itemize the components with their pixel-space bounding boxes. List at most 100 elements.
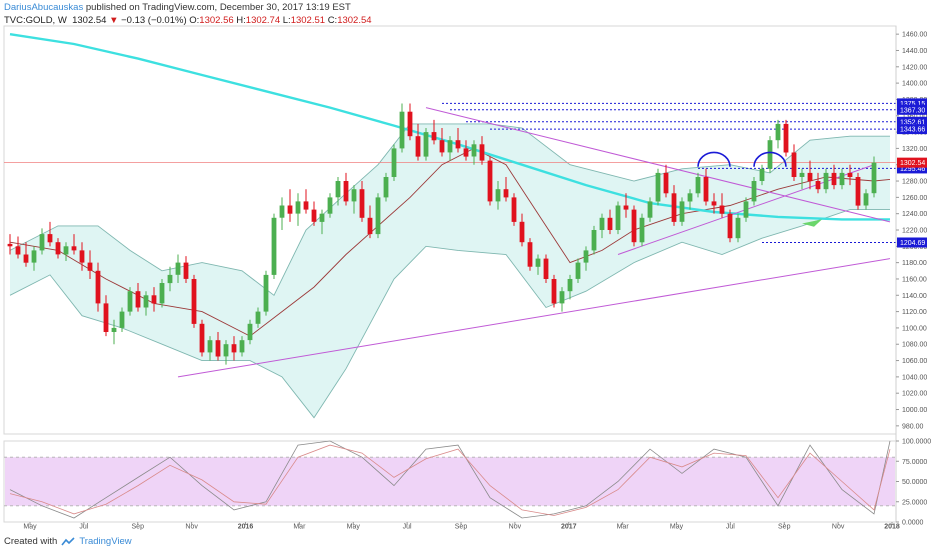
candle-body — [247, 323, 253, 341]
y-tick-label: 1420.00 — [902, 64, 927, 71]
candle-body — [7, 243, 13, 247]
candle-body — [71, 246, 77, 251]
candle-body — [295, 201, 301, 214]
candle-body — [119, 311, 125, 328]
candle-body — [335, 181, 341, 198]
candle-body — [463, 148, 469, 157]
y-tick-label: 1240.00 — [902, 211, 927, 218]
candle-body — [527, 242, 533, 267]
candle-body — [15, 246, 21, 255]
level-tag-label: 1343.66 — [900, 127, 925, 134]
candle-body — [167, 274, 173, 284]
candle-body — [111, 327, 117, 332]
candle-body — [127, 291, 133, 312]
candle-body — [551, 279, 557, 304]
candle-body — [271, 217, 277, 275]
candle-body — [479, 144, 485, 161]
candle-body — [711, 201, 717, 206]
y-tick-label: 1260.00 — [902, 195, 927, 202]
tradingview-link[interactable]: TradingView — [79, 536, 132, 547]
x-tick-label: Sep — [455, 524, 468, 531]
author-link[interactable]: DariusAbucauskas — [4, 2, 84, 13]
candle-body — [751, 181, 757, 202]
level-tag — [897, 163, 927, 174]
y-tick-label: 1040.00 — [902, 374, 927, 381]
candle-body — [703, 177, 709, 202]
candle-body — [487, 160, 493, 202]
candle-body — [791, 152, 797, 177]
double-top-arc — [697, 151, 731, 167]
candle-body — [607, 217, 613, 230]
candle-body — [599, 217, 605, 230]
candle-body — [423, 132, 429, 157]
candle-body — [615, 205, 621, 230]
candle-body — [63, 246, 69, 255]
candle-body — [263, 274, 269, 312]
candle-body — [455, 140, 461, 149]
x-tick-label: 2017 — [561, 524, 577, 531]
candle-body — [47, 234, 53, 243]
y-tick-label: 1080.00 — [902, 342, 927, 349]
level-tag — [897, 237, 927, 248]
candle-body — [839, 172, 845, 186]
candle-body — [143, 295, 149, 308]
candle-body — [559, 291, 565, 304]
candle-body — [567, 279, 573, 292]
x-tick-label: May — [23, 524, 37, 531]
candle-body — [727, 213, 733, 239]
x-tick-label: Jul — [79, 524, 88, 531]
candle-body — [279, 205, 285, 218]
level-tag-label: 1375.15 — [900, 101, 925, 108]
open-label: O: — [189, 15, 200, 26]
stoch-d-line — [9, 444, 891, 516]
level-tag — [897, 98, 927, 109]
candle-body — [535, 258, 541, 267]
y-tick-label: 1160.00 — [902, 276, 927, 283]
candle-body — [503, 189, 509, 198]
x-tick-label: 2018 — [884, 524, 900, 531]
candle-body — [807, 172, 813, 182]
x-tick-label: May — [670, 524, 684, 531]
y-tick-label: 1100.00 — [902, 325, 927, 332]
x-tick-label: Sep — [778, 524, 791, 531]
y-tick-label: 1060.00 — [902, 358, 927, 365]
candle-body — [583, 250, 589, 263]
candle-body — [351, 189, 357, 202]
bollinger-band-fill — [10, 123, 890, 418]
candle-body — [847, 172, 853, 177]
candle-body — [31, 250, 37, 263]
candle-body — [639, 217, 645, 243]
x-tick-label: 2016 — [238, 524, 254, 531]
osc-y-tick-label: 75.0000 — [902, 459, 927, 466]
bollinger-lower-line — [9, 209, 890, 419]
candle-body — [359, 189, 365, 218]
candle-body — [327, 197, 333, 214]
candle-body — [519, 221, 525, 243]
candle-body — [631, 209, 637, 243]
candle-body — [831, 172, 837, 186]
candle-body — [759, 168, 765, 181]
double-top-arc — [753, 151, 787, 167]
candle-body — [591, 230, 597, 251]
candle-body — [687, 193, 693, 202]
candle-body — [87, 262, 93, 271]
candle-body — [767, 140, 773, 169]
x-tick-label: Mar — [617, 524, 630, 531]
open-value: 1302.56 — [199, 15, 234, 26]
candle-body — [159, 283, 165, 304]
candle-body — [511, 197, 517, 222]
candle-body — [471, 144, 477, 157]
y-tick-label: 980.00 — [902, 423, 924, 430]
price-change: −0.13 (−0.01%) — [121, 15, 187, 26]
candle-body — [663, 172, 669, 194]
y-tick-label: 1460.00 — [902, 32, 927, 39]
x-tick-label: Jul — [403, 524, 412, 531]
y-tick-label: 1120.00 — [902, 309, 927, 316]
candle-body — [863, 193, 869, 206]
created-with-text: Created with — [4, 536, 58, 547]
candle-body — [719, 205, 725, 214]
close-value: 1302.54 — [337, 15, 372, 26]
symbol-header: TVC:GOLD, W 1302.54 ▼ −0.13 (−0.01%) O:1… — [4, 15, 372, 26]
candle-body — [783, 123, 789, 153]
